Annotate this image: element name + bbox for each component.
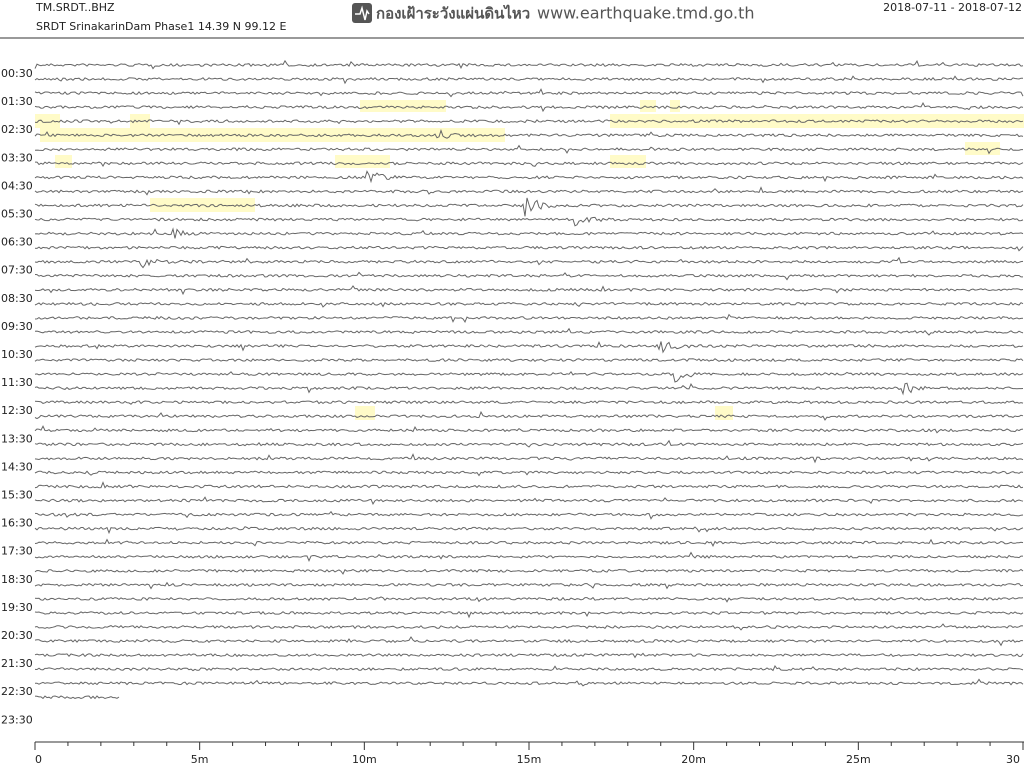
trace [34, 470, 1024, 477]
row-label: 14:30 [1, 460, 33, 473]
trace [34, 538, 1024, 548]
trace [34, 652, 1024, 659]
trace [34, 256, 1024, 269]
trace [34, 551, 1023, 562]
row-label: 07:30 [1, 264, 33, 277]
trace [34, 496, 1024, 505]
trace [34, 129, 1024, 139]
trace [34, 610, 1024, 619]
trace [34, 526, 1024, 535]
row-label: 20:30 [1, 629, 33, 642]
trace [34, 144, 1023, 155]
trace [34, 636, 1024, 647]
trace [34, 695, 120, 700]
trace [34, 197, 1024, 217]
trace [34, 439, 1024, 448]
row-label: 08:30 [1, 292, 33, 305]
trace [34, 410, 1024, 421]
row-label: 22:30 [1, 685, 33, 698]
trace [34, 271, 1023, 281]
trace [34, 75, 1023, 85]
agency: กองเฝ้าระวังแผ่นดินไหว [376, 4, 530, 23]
url: www.earthquake.tmd.go.th [537, 4, 755, 23]
x-tick-label: 0 [35, 753, 42, 766]
x-tick-label: 25m [846, 753, 871, 766]
trace [34, 245, 1024, 252]
trace [34, 327, 1024, 336]
trace [34, 285, 1024, 296]
trace [34, 596, 1024, 603]
trace [34, 227, 1024, 239]
row-label: 11:30 [1, 376, 33, 389]
location: SRDT SrinakarinDam Phase1 14.39 N 99.12 … [36, 20, 287, 33]
row-label: 10:30 [1, 348, 33, 361]
trace [34, 370, 1024, 383]
x-tick-label: 15m [517, 753, 542, 766]
trace [34, 101, 1024, 113]
x-tick-label: 30 [1006, 753, 1020, 766]
trace [34, 119, 1024, 126]
row-label: 04:30 [1, 179, 33, 192]
trace [34, 301, 1024, 308]
row-label: 16:30 [1, 517, 33, 530]
trace [34, 313, 1024, 323]
date-range: 2018-07-11 - 2018-07-12 [883, 1, 1022, 14]
trace [34, 665, 1024, 672]
row-label: 03:30 [1, 151, 33, 164]
trace [34, 382, 1024, 396]
trace [34, 88, 1024, 98]
trace [34, 581, 1024, 590]
row-label: 21:30 [1, 657, 33, 670]
row-label: 12:30 [1, 404, 33, 417]
x-tick-label: 10m [352, 753, 377, 766]
trace [34, 186, 1024, 196]
trace [34, 481, 1024, 489]
trace [34, 341, 1024, 354]
station: TM.SRDT..BHZ [35, 1, 115, 14]
row-label: 00:30 [1, 67, 33, 80]
trace [34, 358, 1024, 363]
trace [34, 510, 1024, 520]
row-label: 13:30 [1, 432, 33, 445]
trace [34, 216, 1024, 227]
row-label: 09:30 [1, 320, 33, 333]
trace [34, 568, 1024, 575]
trace [35, 678, 1024, 687]
trace [34, 453, 1024, 464]
trace [34, 400, 1024, 405]
row-label: 18:30 [1, 573, 33, 586]
row-label: 05:30 [1, 208, 33, 221]
trace [34, 623, 1024, 631]
row-label: 23:30 [1, 713, 33, 726]
row-label: 17:30 [1, 545, 33, 558]
row-label: 01:30 [1, 95, 33, 108]
trace [34, 425, 1024, 434]
logo-wave [355, 5, 370, 21]
row-label: 15:30 [1, 489, 33, 502]
logo-icon [352, 3, 372, 23]
row-label: 06:30 [1, 236, 33, 249]
x-tick-label: 5m [191, 753, 209, 766]
x-tick-label: 20m [681, 753, 706, 766]
row-label: 02:30 [1, 123, 33, 136]
trace [35, 161, 1024, 167]
trace [34, 170, 1024, 184]
row-label: 19:30 [1, 601, 33, 614]
trace [34, 59, 1024, 70]
traces [34, 59, 1024, 700]
